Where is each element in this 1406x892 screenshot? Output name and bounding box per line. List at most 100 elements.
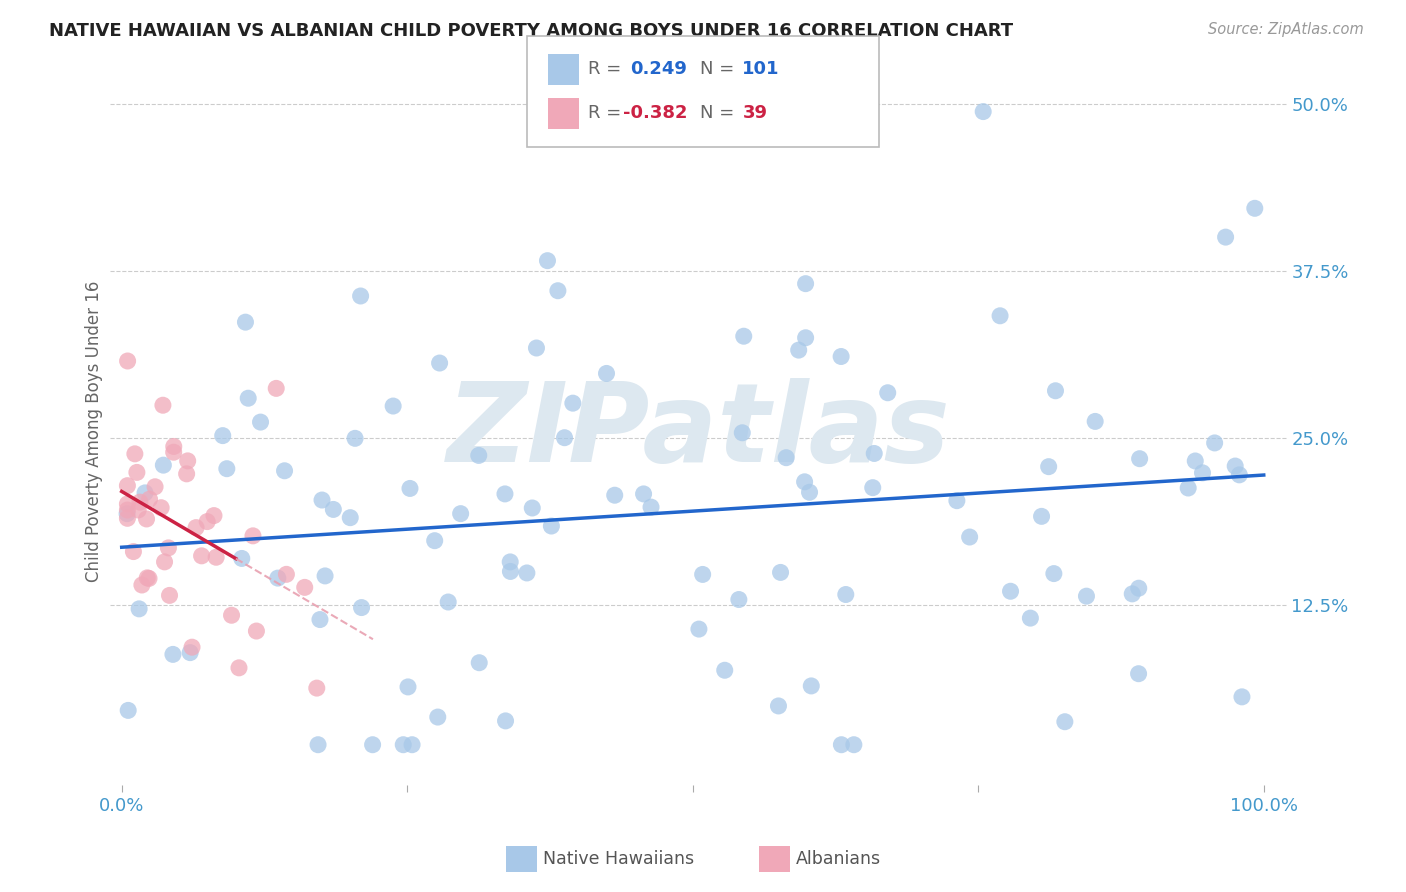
Point — [429, 356, 451, 370]
Point — [516, 566, 538, 580]
Point — [495, 714, 517, 728]
Point — [184, 520, 207, 534]
Point — [264, 381, 287, 395]
Point — [349, 289, 371, 303]
Point — [401, 738, 423, 752]
Point — [800, 679, 823, 693]
Point — [205, 550, 228, 565]
Point — [311, 493, 333, 508]
Point — [1225, 458, 1247, 473]
Point — [972, 104, 994, 119]
Point — [179, 646, 201, 660]
Point — [830, 350, 852, 364]
Point — [396, 680, 419, 694]
Point — [775, 450, 797, 465]
Point — [547, 284, 569, 298]
Point — [1000, 584, 1022, 599]
Text: ZIPatlas: ZIPatlas — [447, 377, 950, 484]
Point — [129, 495, 152, 509]
Point — [202, 508, 225, 523]
Point — [450, 507, 472, 521]
Point — [793, 475, 815, 489]
Point — [135, 512, 157, 526]
Point — [1076, 589, 1098, 603]
Point — [152, 398, 174, 412]
Point — [163, 445, 186, 459]
Point — [1128, 581, 1150, 595]
Point — [134, 486, 156, 500]
Point — [238, 391, 260, 405]
Point — [322, 502, 344, 516]
Point — [769, 566, 792, 580]
Point — [494, 487, 516, 501]
Text: Albanians: Albanians — [796, 850, 882, 868]
Point — [215, 461, 238, 475]
Point — [138, 492, 160, 507]
Point — [1230, 690, 1253, 704]
Point — [603, 488, 626, 502]
Point — [150, 500, 173, 515]
Point — [181, 640, 204, 655]
Text: Source: ZipAtlas.com: Source: ZipAtlas.com — [1208, 22, 1364, 37]
Point — [176, 467, 198, 481]
Text: Native Hawaiians: Native Hawaiians — [543, 850, 693, 868]
Point — [499, 555, 522, 569]
Point — [1053, 714, 1076, 729]
Point — [1019, 611, 1042, 625]
Point — [309, 613, 332, 627]
Text: N =: N = — [700, 60, 734, 78]
Point — [163, 440, 186, 454]
Text: -0.382: -0.382 — [623, 104, 688, 122]
Point — [382, 399, 405, 413]
Point — [1045, 384, 1067, 398]
Point — [117, 503, 139, 517]
Point — [176, 454, 198, 468]
Point — [1084, 414, 1107, 428]
Text: N =: N = — [700, 104, 734, 122]
Text: 39: 39 — [742, 104, 768, 122]
Point — [731, 425, 754, 440]
Point — [1215, 230, 1237, 244]
Point — [221, 608, 243, 623]
Point — [499, 565, 522, 579]
Point — [294, 580, 316, 594]
Point — [1243, 202, 1265, 216]
Point — [468, 449, 491, 463]
Point — [307, 738, 329, 752]
Point — [1177, 481, 1199, 495]
Point — [143, 480, 166, 494]
Point — [794, 277, 817, 291]
Point — [235, 315, 257, 329]
Point — [228, 661, 250, 675]
Point — [273, 464, 295, 478]
Point — [1031, 509, 1053, 524]
Point — [124, 447, 146, 461]
Point — [959, 530, 981, 544]
Point — [350, 600, 373, 615]
Point — [437, 595, 460, 609]
Point — [115, 507, 138, 521]
Point — [136, 571, 159, 585]
Point — [117, 511, 139, 525]
Point — [526, 341, 548, 355]
Point — [1128, 666, 1150, 681]
Point — [249, 415, 271, 429]
Point — [692, 567, 714, 582]
Point — [468, 656, 491, 670]
Point — [876, 385, 898, 400]
Point — [242, 529, 264, 543]
Point — [728, 592, 751, 607]
Point — [231, 551, 253, 566]
Point — [794, 331, 817, 345]
Point — [122, 544, 145, 558]
Point — [305, 681, 328, 695]
Point — [117, 703, 139, 717]
Point — [688, 622, 710, 636]
Point — [768, 698, 790, 713]
Point — [522, 500, 544, 515]
Point — [127, 503, 149, 517]
Point — [117, 478, 139, 492]
Point — [835, 587, 858, 601]
Text: R =: R = — [588, 60, 621, 78]
Point — [863, 446, 886, 460]
